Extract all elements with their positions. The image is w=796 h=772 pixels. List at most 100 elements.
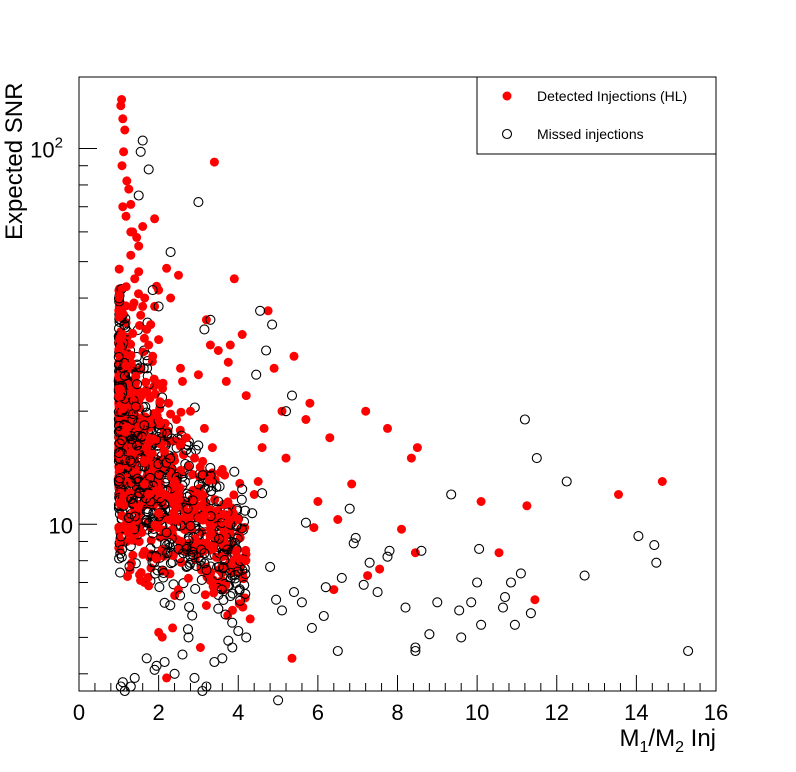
detected-point <box>132 232 142 242</box>
detected-point <box>174 270 183 280</box>
cloud-point-detected <box>229 490 239 500</box>
missed-point <box>217 653 228 664</box>
cloud-point-missed <box>145 472 156 483</box>
missed-point <box>561 476 572 487</box>
detected-point <box>118 202 128 212</box>
cloud-point-detected <box>220 540 230 549</box>
cloud-point-missed <box>129 511 141 522</box>
cloud-point-detected <box>136 568 146 577</box>
missed-point <box>213 496 224 507</box>
cloud-point-missed <box>187 495 199 506</box>
detected-point <box>119 147 129 157</box>
legend-marker-detected <box>502 91 512 101</box>
missed-point <box>300 517 311 528</box>
axes: 0 2 4 6 8 10 12 14 16 10 102 <box>30 135 728 725</box>
cloud-point-missed <box>214 481 225 492</box>
cloud-point-detected <box>115 385 124 395</box>
cloud-point-missed <box>239 580 250 591</box>
cloud-point-missed <box>131 379 143 390</box>
missed-point <box>432 597 443 608</box>
detected-point <box>182 433 191 443</box>
detected-point <box>136 310 146 320</box>
x-tick-label: 12 <box>545 700 569 725</box>
cloud-point-missed <box>227 617 238 628</box>
detected-point <box>164 398 174 408</box>
cloud-point-detected <box>176 439 186 449</box>
cloud-point-detected <box>173 585 183 595</box>
detected-point <box>144 340 154 350</box>
missed-point <box>135 146 146 157</box>
detected-point <box>397 524 406 534</box>
missed-point <box>173 543 184 554</box>
cloud-point-missed <box>182 624 194 635</box>
cloud-point-detected <box>208 581 218 591</box>
cloud-point-detected <box>234 553 244 563</box>
missed-point <box>649 540 660 551</box>
detected-point <box>126 199 136 209</box>
missed-point <box>466 597 477 608</box>
cloud-point-detected <box>144 581 154 591</box>
missed-point <box>119 685 130 697</box>
cloud-point-missed <box>216 584 227 595</box>
cloud-point-detected <box>121 361 131 371</box>
cloud-point-detected <box>204 475 214 485</box>
cloud-point-detected <box>128 328 138 338</box>
detected-point <box>172 415 181 424</box>
missed-point <box>446 489 457 500</box>
x-tick-label: 0 <box>73 700 85 725</box>
detected-point <box>205 340 215 350</box>
cloud-point-detected <box>208 544 218 554</box>
cloud-point-missed <box>132 473 143 484</box>
detected-point <box>154 335 164 345</box>
cloud-point-missed <box>217 563 229 574</box>
detected-point <box>176 363 185 373</box>
cloud-point-detected <box>218 509 228 519</box>
detected-point <box>245 614 255 624</box>
legend-marker-missed <box>501 128 513 140</box>
missed-point <box>318 610 329 622</box>
x-tick-label: 10 <box>465 700 489 725</box>
detected-point <box>361 406 371 416</box>
missed-point <box>400 602 411 613</box>
missed-point <box>141 653 152 664</box>
cloud-point-missed <box>126 457 137 468</box>
cloud-point-detected <box>126 350 136 360</box>
cloud-point-detected <box>120 427 130 437</box>
cloud-point-detected <box>126 382 136 391</box>
missed-point <box>123 512 134 523</box>
x-tick-label: 16 <box>704 700 728 725</box>
cloud-point-detected <box>129 298 139 308</box>
missed-point <box>683 645 694 657</box>
missed-point <box>237 484 248 495</box>
cloud-point-detected <box>127 388 137 398</box>
cloud-point-detected <box>157 545 167 554</box>
missed-point <box>515 568 526 579</box>
cloud-point-detected <box>162 458 172 468</box>
cloud-point-detected <box>154 508 164 518</box>
cloud-point-missed <box>116 544 128 555</box>
cloud-point-missed <box>124 561 135 572</box>
detected-point <box>375 564 385 574</box>
detected-point <box>134 241 144 251</box>
cloud-point-detected <box>118 309 128 319</box>
cloud-point-missed <box>181 541 192 552</box>
cloud-point-missed <box>181 561 192 572</box>
missed-point <box>159 656 170 668</box>
detected-point <box>186 406 195 416</box>
detected-point <box>118 114 128 124</box>
cloud-point-detected <box>199 510 209 520</box>
cloud-point-missed <box>190 583 201 594</box>
detected-point <box>406 453 416 463</box>
missed-point <box>205 314 216 325</box>
cloud-point-detected <box>115 498 124 508</box>
cloud-point-detected <box>115 342 125 352</box>
cloud-point-missed <box>213 603 224 614</box>
cloud-point-missed <box>196 574 207 585</box>
cloud-point-detected <box>200 590 210 600</box>
cloud-point-missed <box>229 569 241 581</box>
cloud-point-detected <box>115 534 125 544</box>
missed-point <box>251 369 262 380</box>
missed-point <box>348 538 359 549</box>
cloud-point-detected <box>114 524 124 534</box>
